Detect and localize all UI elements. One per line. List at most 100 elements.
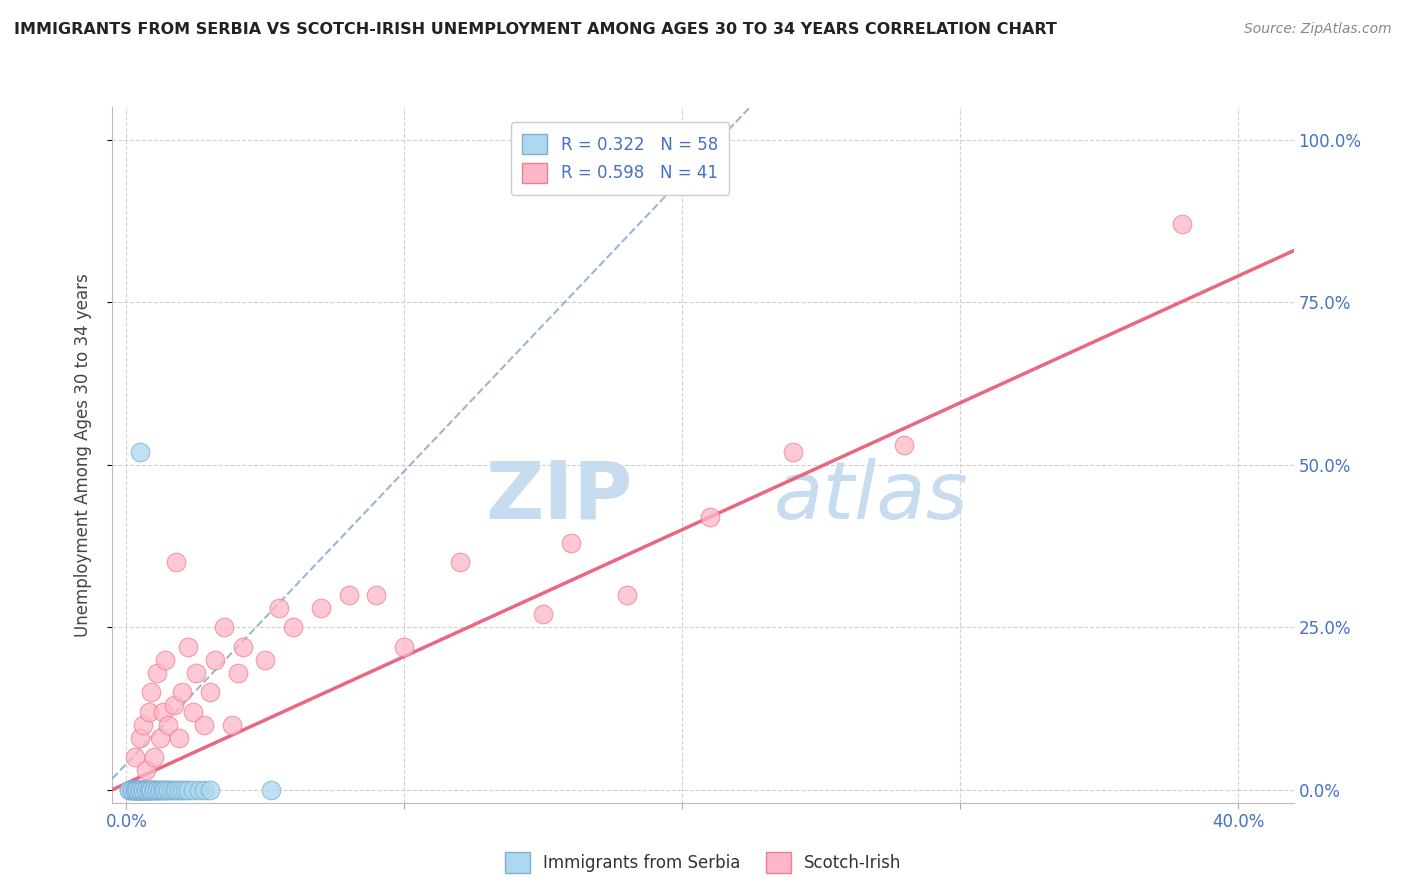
Point — [127, 782, 149, 797]
Point — [269, 600, 291, 615]
Point — [155, 782, 177, 797]
Point — [141, 782, 163, 797]
Point — [121, 782, 143, 797]
Point — [129, 444, 152, 458]
Point — [132, 782, 155, 797]
Point — [337, 588, 360, 602]
Point — [1171, 217, 1194, 231]
Point — [138, 782, 160, 797]
Point — [138, 705, 160, 719]
Point — [149, 731, 172, 745]
Point — [124, 782, 146, 797]
Point — [132, 782, 155, 797]
Legend: R = 0.322   N = 58, R = 0.598   N = 41: R = 0.322 N = 58, R = 0.598 N = 41 — [510, 122, 730, 194]
Point — [118, 782, 141, 797]
Point — [198, 782, 221, 797]
Point — [160, 782, 183, 797]
Point — [281, 620, 304, 634]
Point — [782, 444, 804, 458]
Point — [129, 782, 152, 797]
Point — [254, 653, 277, 667]
Point — [157, 782, 180, 797]
Point — [127, 782, 149, 797]
Point — [143, 782, 166, 797]
Point — [143, 782, 166, 797]
Point — [132, 718, 155, 732]
Point — [394, 640, 416, 654]
Point — [146, 782, 169, 797]
Point — [221, 718, 243, 732]
Point — [135, 782, 157, 797]
Point — [170, 685, 193, 699]
Point — [135, 764, 157, 778]
Point — [146, 665, 169, 680]
Point — [124, 782, 146, 797]
Point — [135, 782, 157, 797]
Text: ZIP: ZIP — [485, 458, 633, 536]
Point — [170, 782, 193, 797]
Point — [157, 718, 180, 732]
Point — [181, 705, 204, 719]
Point — [616, 588, 638, 602]
Point — [143, 782, 166, 797]
Point — [204, 653, 226, 667]
Point — [176, 782, 198, 797]
Point — [152, 782, 174, 797]
Point — [124, 782, 146, 797]
Point — [212, 620, 235, 634]
Point — [118, 782, 141, 797]
Point — [124, 782, 146, 797]
Point — [138, 782, 160, 797]
Point — [226, 665, 249, 680]
Point — [167, 782, 190, 797]
Point — [135, 782, 157, 797]
Point — [152, 782, 174, 797]
Point — [198, 685, 221, 699]
Point — [149, 782, 172, 797]
Point — [893, 438, 915, 452]
Point — [181, 782, 204, 797]
Point — [162, 782, 184, 797]
Point — [260, 782, 283, 797]
Point — [184, 665, 207, 680]
Point — [127, 782, 149, 797]
Point — [309, 600, 332, 615]
Point — [173, 782, 195, 797]
Point — [124, 750, 146, 764]
Point — [560, 535, 582, 549]
Point — [127, 782, 149, 797]
Text: Source: ZipAtlas.com: Source: ZipAtlas.com — [1244, 22, 1392, 37]
Point — [135, 782, 157, 797]
Point — [121, 782, 143, 797]
Text: IMMIGRANTS FROM SERBIA VS SCOTCH-IRISH UNEMPLOYMENT AMONG AGES 30 TO 34 YEARS CO: IMMIGRANTS FROM SERBIA VS SCOTCH-IRISH U… — [14, 22, 1057, 37]
Point — [146, 782, 169, 797]
Point — [176, 640, 198, 654]
Point — [155, 653, 177, 667]
Point — [366, 588, 388, 602]
Point — [167, 731, 190, 745]
Point — [149, 782, 172, 797]
Point — [165, 782, 187, 797]
Point — [129, 782, 152, 797]
Point — [187, 782, 209, 797]
Point — [152, 705, 174, 719]
Point — [232, 640, 254, 654]
Point — [141, 685, 163, 699]
Point — [162, 698, 184, 713]
Point — [157, 782, 180, 797]
Point — [129, 731, 152, 745]
Point — [141, 782, 163, 797]
Point — [193, 782, 215, 797]
Point — [165, 555, 187, 569]
Point — [193, 718, 215, 732]
Point — [129, 782, 152, 797]
Point — [141, 782, 163, 797]
Point — [121, 782, 143, 797]
Y-axis label: Unemployment Among Ages 30 to 34 years: Unemployment Among Ages 30 to 34 years — [73, 273, 91, 637]
Point — [449, 555, 471, 569]
Point — [132, 782, 155, 797]
Text: atlas: atlas — [773, 458, 969, 536]
Point — [129, 782, 152, 797]
Point — [132, 782, 155, 797]
Point — [138, 782, 160, 797]
